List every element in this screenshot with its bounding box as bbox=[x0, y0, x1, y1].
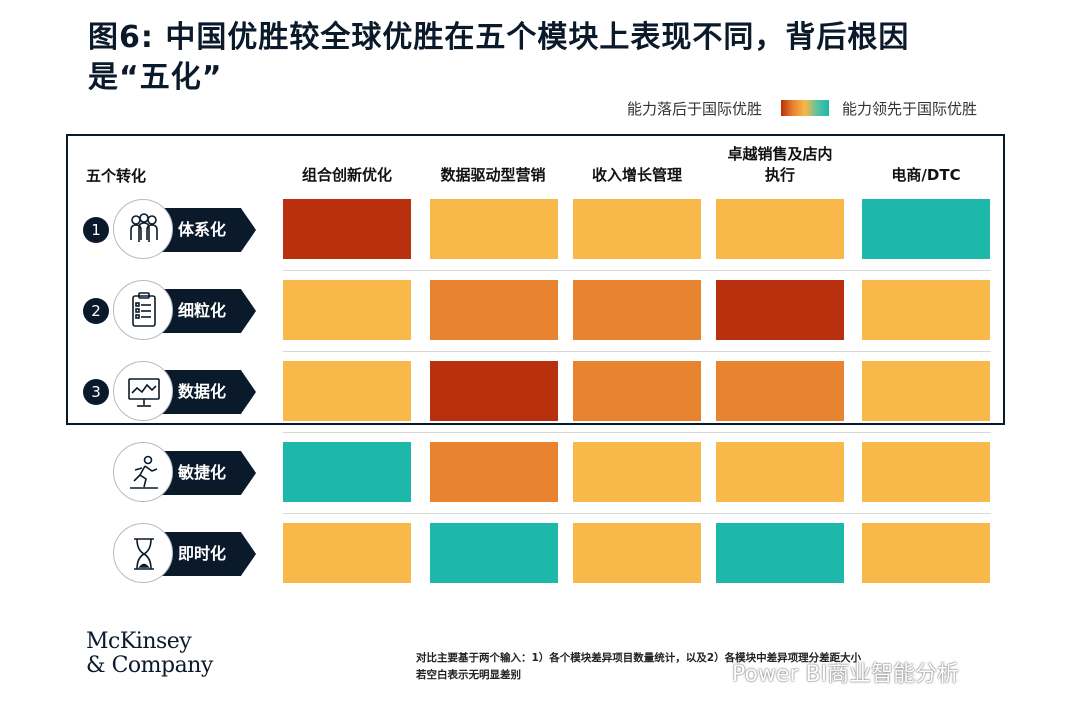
monitor-chart-icon bbox=[113, 361, 173, 421]
heatmap-cell bbox=[716, 280, 844, 340]
footnote: 对比主要基于两个输入：1）各个模块差异项目数量统计，以及2）各模块中差异项理分差… bbox=[416, 650, 861, 684]
heatmap-cell bbox=[573, 199, 701, 259]
row-separator bbox=[283, 513, 991, 514]
heatmap-cell bbox=[283, 442, 411, 502]
heatmap-cell bbox=[862, 199, 990, 259]
column-header-2: 收入增长管理 bbox=[591, 166, 682, 184]
heatmap-cell bbox=[716, 199, 844, 259]
row-separator bbox=[283, 432, 991, 433]
heatmap-cell bbox=[283, 199, 411, 259]
heatmap-cell bbox=[862, 442, 990, 502]
heatmap-cell bbox=[283, 361, 411, 421]
heatmap-cell bbox=[716, 523, 844, 583]
heatmap-cell bbox=[283, 523, 411, 583]
row-number-badge: 2 bbox=[83, 298, 109, 324]
row-separator bbox=[283, 270, 991, 271]
footnote-line-1: 对比主要基于两个输入：1）各个模块差异项目数量统计，以及2）各模块中差异项理分差… bbox=[416, 652, 862, 664]
clipboard-icon bbox=[113, 280, 173, 340]
column-header-4: 电商/DTC bbox=[891, 166, 961, 184]
row-number-badge: 1 bbox=[83, 217, 109, 243]
heatmap-cell bbox=[430, 199, 558, 259]
mckinsey-logo: McKinsey & Company bbox=[86, 629, 213, 678]
heatmap-cell bbox=[430, 280, 558, 340]
hourglass-icon bbox=[113, 523, 173, 583]
row-header: 五个转化 bbox=[86, 167, 147, 185]
highlight-frame bbox=[66, 134, 1005, 425]
watermark: Power BI商业智能分析 bbox=[732, 662, 960, 687]
column-header-3: 卓越销售及店内执行 bbox=[727, 145, 833, 184]
heatmap-cell bbox=[573, 361, 701, 421]
heatmap-cell bbox=[716, 442, 844, 502]
heatmap-cell bbox=[862, 280, 990, 340]
chart-title: 图6: 中国优胜较全球优胜在五个模块上表现不同，背后根因是“五化” bbox=[88, 20, 910, 95]
heatmap-cell bbox=[573, 523, 701, 583]
people-icon bbox=[113, 199, 173, 259]
footnote-line-2: 若空白表示无明显差别 bbox=[416, 669, 521, 681]
row-number-badge: 3 bbox=[83, 379, 109, 405]
heatmap-cell bbox=[430, 361, 558, 421]
heatmap-cell bbox=[573, 442, 701, 502]
legend-high-label: 能力领先于国际优胜 bbox=[842, 100, 978, 118]
heatmap-cell bbox=[862, 523, 990, 583]
legend: 能力落后于国际优胜 能力领先于国际优胜 bbox=[0, 98, 1080, 120]
heatmap-cell bbox=[430, 523, 558, 583]
heatmap-cell bbox=[862, 361, 990, 421]
heatmap-cell bbox=[283, 280, 411, 340]
legend-low-label: 能力落后于国际优胜 bbox=[626, 100, 762, 118]
row-separator bbox=[283, 351, 991, 352]
heatmap-cell bbox=[430, 442, 558, 502]
runner-icon bbox=[113, 442, 173, 502]
heatmap-cell bbox=[716, 361, 844, 421]
column-header-1: 数据驱动型营销 bbox=[440, 166, 546, 184]
column-header-0: 组合创新优化 bbox=[301, 166, 392, 184]
heatmap-cell bbox=[573, 280, 701, 340]
legend-gradient-bar bbox=[781, 100, 829, 116]
